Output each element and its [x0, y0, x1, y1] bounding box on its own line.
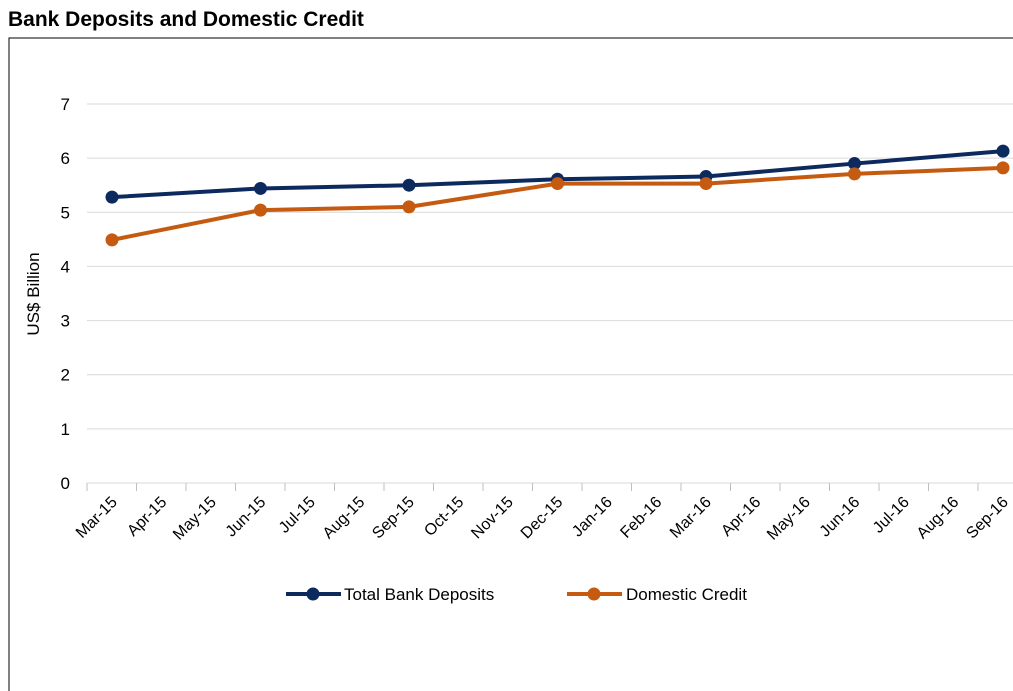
- x-tick-label-9: Dec-15: [518, 494, 567, 543]
- legend-marker-0: [306, 587, 320, 601]
- data-point-1-6: [996, 161, 1010, 175]
- x-tick-label-4: Jul-15: [276, 494, 319, 537]
- data-point-0-5: [848, 157, 861, 171]
- x-tick-label-0: Mar-15: [73, 494, 121, 542]
- data-point-1-4: [699, 177, 713, 191]
- legend-label-0: Total Bank Deposits: [344, 585, 494, 604]
- x-tick-label-1: Apr-15: [124, 494, 170, 540]
- legend-label-1: Domestic Credit: [626, 585, 747, 604]
- chart-frame: [8, 37, 1013, 691]
- legend: Total Bank Deposits Domestic Credit: [286, 585, 747, 604]
- x-tick-label-8: Nov-15: [468, 494, 517, 543]
- data-point-0-6: [996, 144, 1010, 158]
- legend-marker-1: [587, 587, 601, 601]
- data-point-0-1: [254, 181, 267, 195]
- y-axis: US$ Billion 0 1 2 3 4 5 6 7: [24, 95, 70, 493]
- x-axis: Mar-15 Apr-15 May-15 Jun-15 Jul-15 Aug-15 Sep-…: [73, 482, 1013, 544]
- y-tick-label-4: 4: [61, 257, 70, 276]
- y-tick-label-0: 0: [61, 474, 70, 493]
- x-tick-label-17: Aug-16: [914, 494, 963, 543]
- grid-lines: [87, 103, 1013, 430]
- x-tick-label-12: Mar-16: [667, 494, 715, 542]
- x-tick-label-13: Apr-16: [718, 494, 764, 540]
- data-point-1-5: [848, 167, 861, 181]
- x-tick-label-14: May-16: [764, 494, 814, 544]
- data-point-0-2: [402, 178, 416, 192]
- y-tick-label-7: 7: [61, 95, 70, 114]
- x-tick-label-15: Jun-16: [817, 494, 864, 541]
- x-tick-label-3: Jun-15: [223, 494, 270, 541]
- data-point-0-0: [105, 190, 119, 204]
- x-tick-label-5: Aug-15: [320, 494, 369, 543]
- series-group: [105, 144, 1010, 247]
- data-point-1-1: [254, 203, 267, 217]
- y-axis-label: US$ Billion: [24, 252, 43, 335]
- chart-title: Bank Deposits and Domestic Credit: [8, 8, 364, 31]
- data-point-1-2: [402, 200, 416, 214]
- y-tick-label-5: 5: [61, 203, 70, 222]
- x-tick-label-7: Oct-15: [421, 494, 467, 540]
- data-point-1-3: [551, 177, 564, 191]
- y-tick-label-3: 3: [61, 312, 70, 331]
- x-tick-label-6: Sep-15: [369, 494, 418, 543]
- y-tick-label-6: 6: [61, 149, 70, 168]
- y-tick-label-2: 2: [61, 366, 70, 385]
- y-tick-label-1: 1: [61, 420, 70, 439]
- data-point-1-0: [105, 233, 119, 247]
- x-tick-label-16: Jul-16: [870, 494, 913, 537]
- x-tick-label-18: Sep-16: [963, 494, 1012, 543]
- x-tick-label-10: Jan-16: [569, 494, 616, 541]
- x-tick-label-11: Feb-16: [617, 494, 665, 542]
- x-tick-label-2: May-15: [170, 494, 220, 544]
